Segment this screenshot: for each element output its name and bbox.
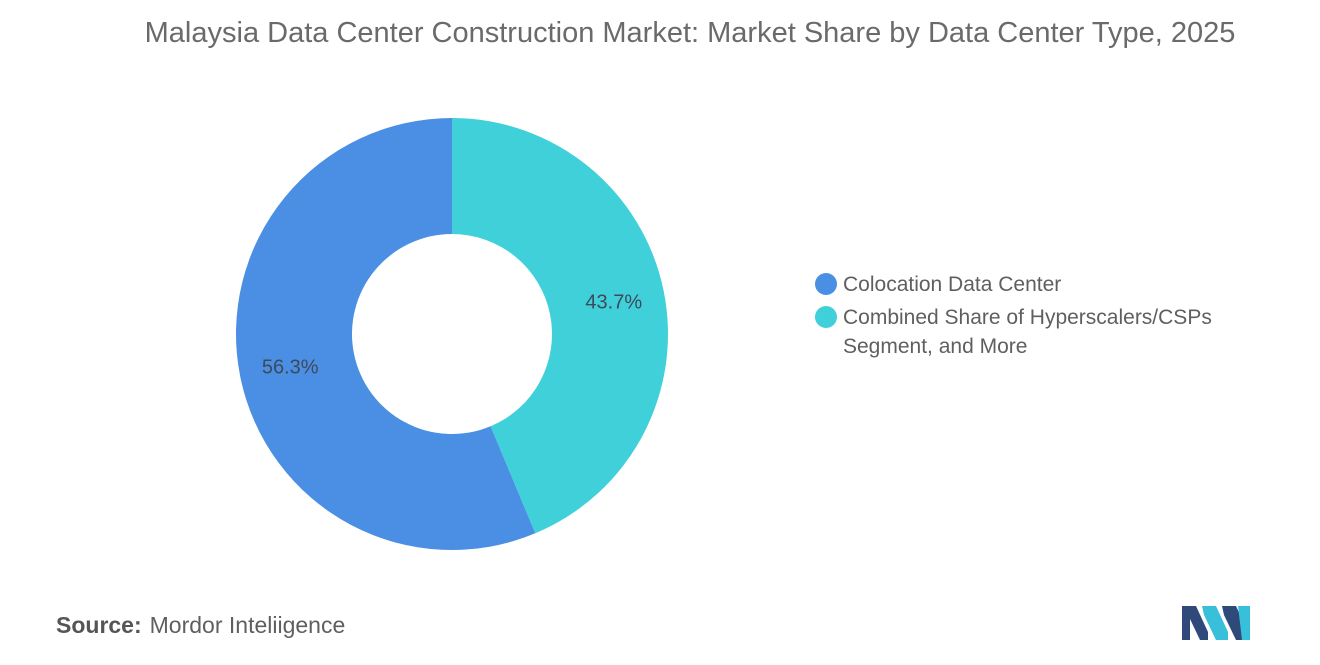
legend-label: Colocation Data Center — [843, 273, 1062, 296]
legend-swatch-icon — [815, 306, 837, 328]
legend-item-colocation: Colocation Data Center — [815, 270, 1275, 299]
source-value: Mordor Inteliigence — [149, 612, 346, 638]
legend-item-hyperscalers: Combined Share of Hyperscalers/CSPs Segm… — [815, 303, 1275, 361]
legend-swatch-icon — [815, 273, 837, 295]
donut-slice-0 — [236, 118, 536, 550]
slice-value-label-0: 56.3% — [262, 356, 319, 378]
legend-label: Combined Share of Hyperscalers/CSPs Segm… — [843, 306, 1212, 358]
chart-title: Malaysia Data Center Construction Market… — [144, 17, 1236, 49]
chart-legend: Colocation Data Center Combined Share of… — [815, 270, 1275, 365]
mordor-intelligence-logo-icon — [1182, 606, 1250, 640]
slice-value-label-1: 43.7% — [585, 292, 642, 314]
donut-slice-1 — [452, 118, 668, 534]
source-key: Source: — [56, 612, 142, 638]
source-note: Source: Mordor Inteliigence — [56, 612, 345, 639]
